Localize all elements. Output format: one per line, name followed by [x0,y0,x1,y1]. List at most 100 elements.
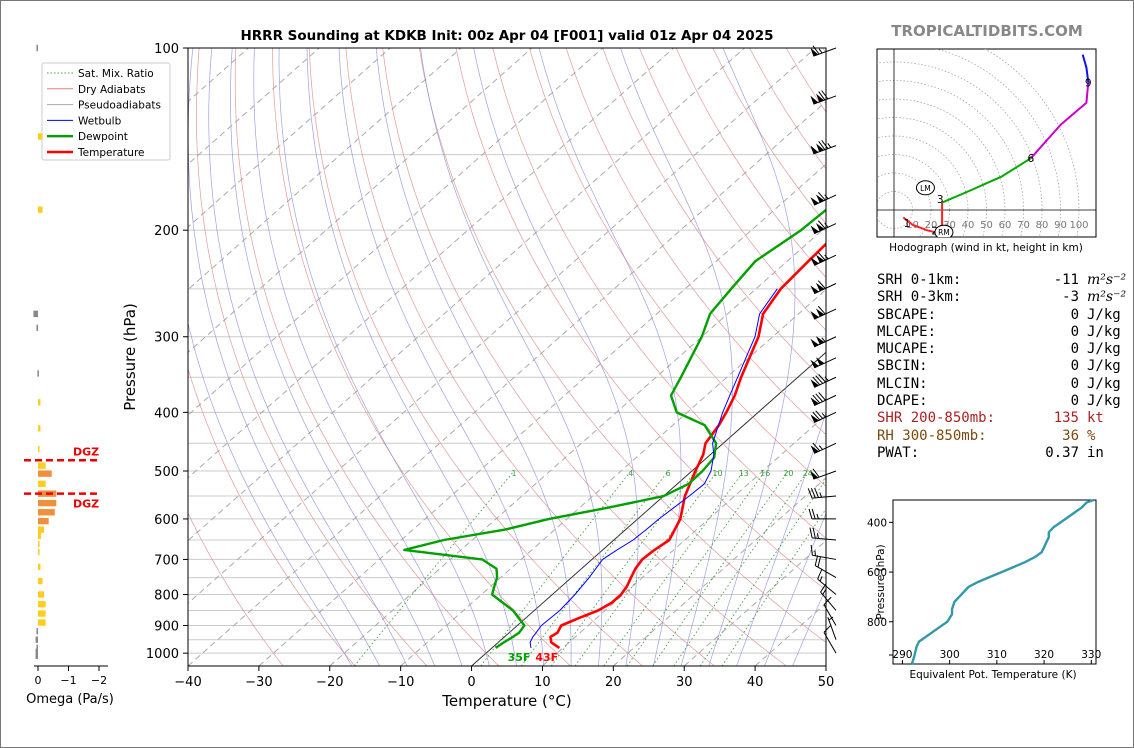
omega-bar [37,370,39,377]
barb-full [818,392,826,401]
omega-tick-label: −2 [91,674,107,687]
barb-staff [823,604,837,626]
hodo-height-label: 6 [1028,153,1035,165]
stat-value: 0 [1070,358,1079,375]
isotherm [400,288,826,666]
skewt-border [187,47,827,667]
barb-flag [815,308,825,317]
barb-full [815,375,824,384]
dry-adiabat [565,48,826,436]
legend-entry: Sat. Mix. Ratio [78,68,154,80]
wind-barb [810,410,837,423]
omega-bar [38,540,40,548]
storm-motion-label: RM [938,228,950,237]
barb-flag [815,282,825,292]
barb-half [824,222,829,228]
barb-flag [816,143,824,152]
barb-half [818,445,824,450]
barb-full [814,487,819,498]
barb-staff [827,616,837,640]
barb-half [819,576,823,582]
mixing-ratio-line [673,470,809,666]
barb-full [812,394,821,404]
barb-staff [812,495,837,499]
pseudoadiabat [764,512,826,666]
y-tick-label: 800 [154,589,179,604]
barb-full [812,411,821,421]
barb-staff [814,565,837,578]
stat-row: DCAPE: 0 J/kg [877,393,1126,410]
stat-label: RH 300-850mb: [877,427,987,444]
hodo-height-label: 3 [937,194,944,206]
barb-full [812,442,821,452]
omega-bar [38,526,45,533]
wind-barb [807,487,837,499]
barb-full [815,393,824,402]
wind-barb [810,392,837,406]
barb-flag [810,285,819,294]
isotherm [329,226,826,666]
stat-value: 0 [1070,393,1079,410]
dry-adiabat [418,48,826,643]
barb-full [812,376,821,386]
barb-half [822,589,826,595]
mixing-ratio-label: 1 [511,469,516,478]
pseudoadiabat [708,48,796,666]
theta-y-tick-label: 800 [867,617,887,629]
stat-row: PWAT: 0.37 in [877,445,1126,462]
hodo-segment [1030,82,1090,159]
wind-barb [810,373,837,388]
y-tick-label: 600 [154,513,179,528]
pseudoadiabat [736,411,826,666]
hodo-height-label: 1 [904,218,911,230]
barb-flag [810,359,819,368]
dry-adiabat [529,48,826,487]
barb-full [814,555,819,566]
stat-row: RH 300-850mb: 36% [877,428,1126,445]
barb-full [817,252,826,261]
x-tick-label: 40 [747,675,764,690]
wind-barb [810,336,837,348]
barb-flag [815,336,825,345]
y-tick-label: 1000 [146,647,179,662]
pseudoadiabat [278,48,490,666]
barb-half [818,48,823,54]
wind-barb [810,305,837,320]
theta-x-tick-label: 300 [940,649,960,661]
barb-flag [810,47,819,57]
mixing-ratio-label: 16 [760,469,770,478]
omega-bar [36,628,38,635]
mixing-ratio-label: 10 [712,469,722,478]
dry-adiabat [639,48,826,331]
wind-barb [810,45,837,57]
stat-unit: kt [1087,410,1104,427]
storm-motion-marker [934,224,954,237]
barb-flag [815,357,825,366]
legend-entry: Dry Adiabats [78,84,146,96]
legend-box [41,62,171,161]
hodo-ring-label: 90 [1054,220,1067,231]
stat-value: -3 [1062,289,1079,306]
barb-full [815,410,824,419]
pseudoadiabat [792,587,826,666]
wind-barb [810,139,837,155]
barb-full [808,508,813,520]
theta-y-tick-label: 600 [867,567,887,579]
legend-entry: Dewpoint [78,131,128,143]
mixing-ratio-label: 6 [666,469,671,478]
mixing-ratio-label: 20 [783,469,793,478]
omega-axis-label: Omega (Pa/s) [26,692,114,707]
barb-full [811,508,816,520]
dry-adiabat [188,367,356,666]
stat-row: SRH 0-3km: -3 m²s⁻² [877,289,1126,306]
pseudoadiabat [208,48,408,666]
barb-full [823,624,832,633]
x-tick-label: 30 [676,675,693,690]
pseudoadiabat [230,48,436,666]
omega-bar [35,652,38,659]
x-tick-label: 50 [818,675,835,690]
barb-full [818,373,826,383]
barb-full [817,569,823,580]
stat-value: -11 [1053,272,1079,288]
stat-label: MLCIN: [877,375,928,392]
